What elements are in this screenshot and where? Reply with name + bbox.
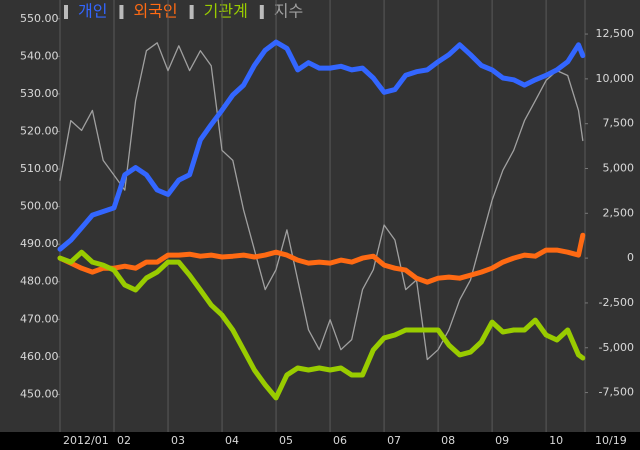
- y-tick-label: 550.00: [20, 12, 59, 25]
- legend-marker: [119, 5, 124, 19]
- plot-background: [0, 0, 640, 432]
- y-tick-label: 470.00: [20, 312, 59, 325]
- y2-tick-label: 2,500: [603, 206, 635, 219]
- x-tick-label: 02: [117, 434, 131, 447]
- series-line: [57, 249, 586, 401]
- y-tick-label: 510.00: [20, 162, 59, 175]
- y2-tick-label: 7,500: [603, 117, 635, 130]
- y2-tick-label: 5,000: [603, 161, 635, 174]
- y-tick-label: 460.00: [20, 350, 59, 363]
- legend-marker: [259, 5, 264, 19]
- y-tick-label: 450.00: [20, 387, 59, 400]
- x-tick-label: 10/19: [595, 434, 627, 447]
- y2-tick-label: 0: [627, 251, 634, 264]
- legend-label: 기관계: [204, 2, 248, 21]
- y2-tick-label: -2,500: [599, 296, 634, 309]
- y2-tick-label: 10,000: [596, 72, 635, 85]
- x-tick-label: 10: [549, 434, 563, 447]
- y-tick-label: 540.00: [20, 49, 59, 62]
- y-tick-label: 490.00: [20, 237, 59, 250]
- legend-marker: [64, 5, 68, 19]
- series-line: [59, 42, 584, 361]
- y-tick-label: 530.00: [20, 87, 59, 100]
- x-axis-strip: [0, 432, 640, 450]
- x-tick-label: 03: [171, 434, 185, 447]
- x-tick-label: 09: [495, 434, 509, 447]
- x-tick-label: 05: [279, 434, 293, 447]
- x-tick-label: 08: [441, 434, 455, 447]
- y-tick-label: 520.00: [20, 124, 59, 137]
- y-tick-label: 500.00: [20, 200, 59, 213]
- series-line: [57, 232, 586, 285]
- x-tick-label: 06: [333, 434, 347, 447]
- legend-label: 개인: [78, 2, 107, 21]
- x-tick-label: 07: [387, 434, 401, 447]
- legend: 개인 외국인 기관계 지수: [64, 2, 303, 21]
- series-line: [57, 39, 586, 252]
- legend-label: 지수: [274, 2, 303, 21]
- y2-tick-label: 12,500: [596, 27, 635, 40]
- y2-tick-label: -7,500: [599, 386, 634, 399]
- y2-tick-label: -5,000: [599, 341, 634, 354]
- x-tick-label: 2012/01: [63, 434, 109, 447]
- x-tick-label: 04: [225, 434, 239, 447]
- y-tick-label: 480.00: [20, 275, 59, 288]
- legend-label: 외국인: [133, 2, 177, 21]
- legend-marker: [189, 5, 194, 19]
